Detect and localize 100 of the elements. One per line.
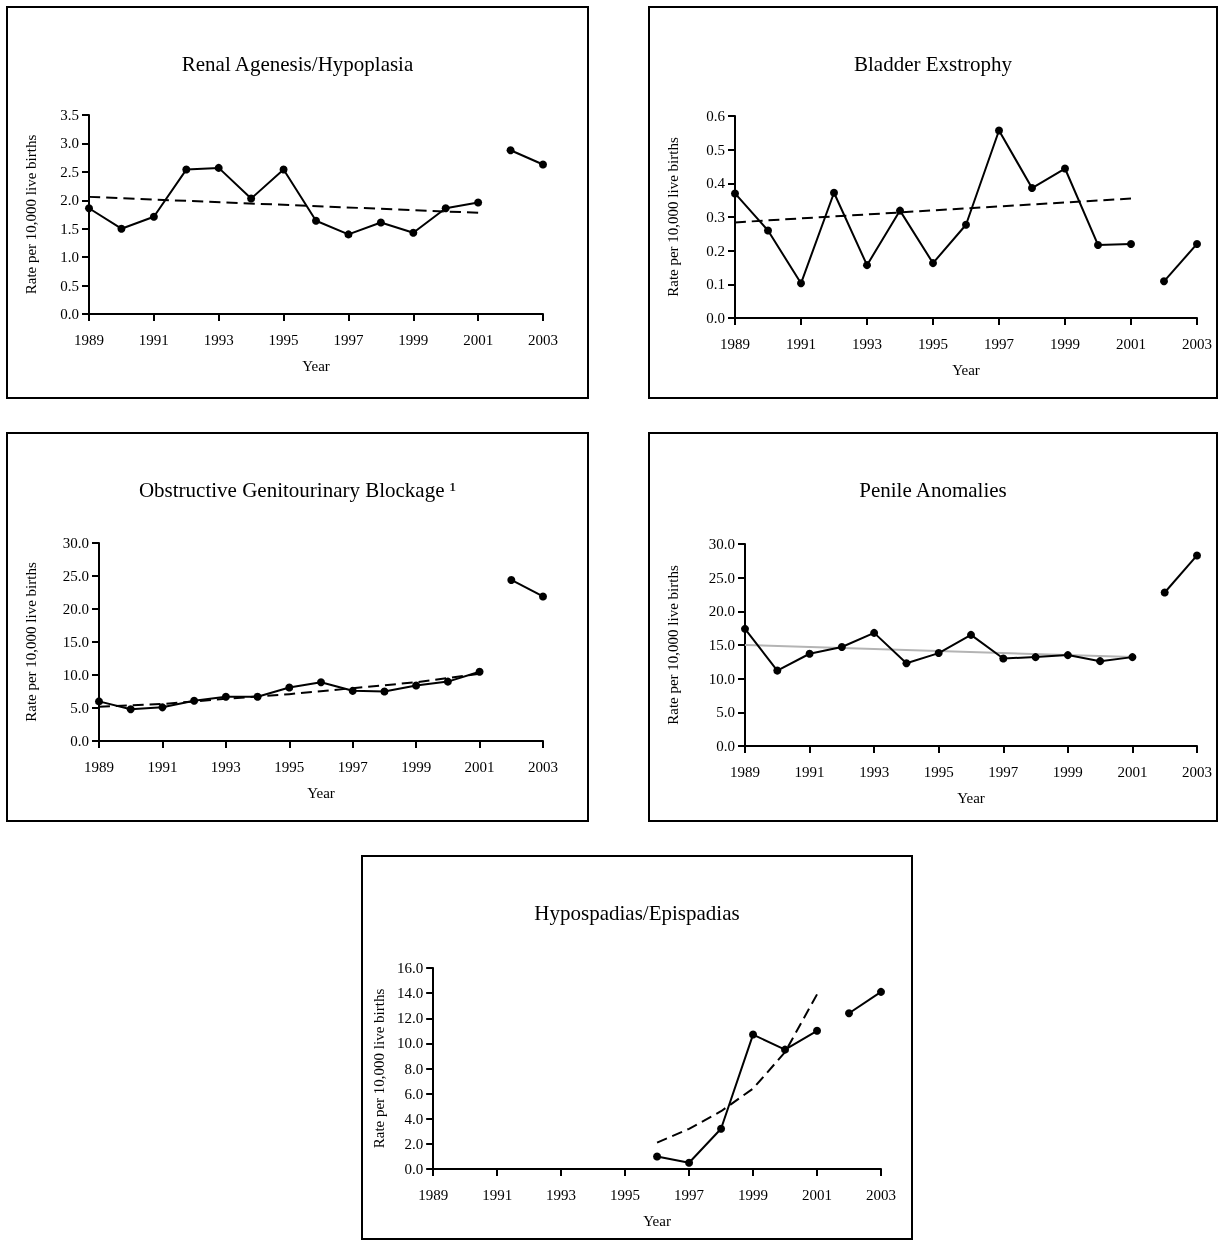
point (962, 220, 970, 229)
x-tick-label: 1999 (398, 331, 429, 348)
x-tick-label: 1997 (333, 331, 364, 348)
y-tick-label: 25.0 (708, 569, 735, 586)
point (764, 226, 772, 235)
x-axis-title: Year (643, 1212, 671, 1229)
y-tick-label: 12.0 (396, 1010, 424, 1027)
y-tick-label: 8.0 (404, 1060, 424, 1077)
x-axis-title: Year (307, 784, 335, 801)
point (896, 206, 904, 215)
y-tick-label: 5.0 (70, 700, 89, 716)
y-tick-label: 0.0 (60, 306, 79, 322)
x-tick-label: 1993 (852, 335, 882, 352)
y-tick-label: 20.0 (62, 601, 89, 617)
x-tick-label: 1995 (923, 763, 954, 780)
x-tick-label: 2001 (1117, 763, 1148, 780)
point (813, 1026, 822, 1035)
point (845, 1009, 854, 1018)
y-tick-label: 14.0 (396, 985, 424, 1002)
y-axis-title: Rate per 10,000 live births (22, 562, 39, 722)
x-tick-label: 1999 (1050, 335, 1080, 352)
chart-title: Renal Agenesis/Hypoplasia (181, 51, 414, 76)
x-tick-label: 1993 (210, 758, 241, 775)
x-axis-title: Year (952, 361, 980, 378)
y-axis-title: Rate per 10,000 live births (22, 134, 39, 295)
point (1063, 651, 1072, 660)
point (85, 204, 93, 213)
point (182, 165, 191, 174)
point (837, 643, 846, 652)
chart-title: Obstructive Genitourinary Blockage ¹ (138, 477, 457, 502)
point (877, 987, 885, 996)
x-tick-label: 2003 (866, 1186, 896, 1203)
point (1061, 164, 1069, 173)
x-tick-label: 1991 (794, 763, 825, 780)
point (376, 218, 385, 227)
y-tick-label: 0.5 (60, 277, 79, 294)
point (247, 194, 256, 203)
y-tick-label: 3.0 (60, 135, 79, 152)
point (805, 649, 814, 658)
point (474, 198, 483, 207)
y-tick-label: 10.0 (396, 1035, 424, 1052)
x-tick-label: 1995 (918, 335, 948, 352)
x-axis-title: Year (302, 357, 330, 374)
point (348, 686, 357, 695)
x-tick-label: 1991 (786, 335, 816, 352)
y-tick-label: 25.0 (62, 568, 89, 584)
point (717, 1124, 726, 1133)
point (863, 261, 871, 270)
point (507, 575, 516, 584)
x-tick-label: 1999 (1052, 763, 1083, 780)
x-tick-label: 1993 (546, 1186, 577, 1203)
x-tick-label: 1991 (138, 331, 169, 348)
point (409, 228, 418, 237)
point (344, 230, 353, 239)
point (412, 681, 421, 690)
y-tick-label: 5.0 (716, 704, 735, 721)
point (214, 163, 223, 172)
chart-title: Hypospadias/Epispadias (534, 900, 740, 925)
x-tick-label: 1997 (674, 1186, 705, 1203)
y-tick-label: 30.0 (708, 536, 735, 552)
point (797, 279, 805, 288)
point (870, 628, 879, 637)
y-tick-label: 0.6 (706, 108, 726, 124)
y-tick-label: 3.5 (60, 107, 79, 123)
x-tick-label: 1997 (984, 335, 1015, 352)
point (285, 683, 294, 692)
point (158, 703, 167, 712)
x-tick-label: 2003 (1182, 763, 1212, 780)
y-tick-label: 10.0 (708, 670, 735, 687)
y-tick-label: 0.0 (404, 1161, 424, 1177)
point (506, 146, 515, 155)
point (95, 697, 103, 706)
y-tick-label: 0.1 (706, 276, 725, 293)
point (731, 189, 739, 198)
y-tick-label: 10.0 (62, 667, 89, 683)
y-tick-label: 20.0 (708, 603, 735, 620)
point (1096, 657, 1105, 666)
point (149, 212, 158, 221)
x-tick-label: 1993 (203, 331, 234, 348)
y-tick-label: 1.5 (60, 220, 79, 237)
point (1028, 184, 1036, 193)
x-tick-label: 2003 (528, 331, 558, 348)
y-tick-label: 0.3 (706, 209, 725, 225)
point (126, 705, 135, 714)
y-tick-label: 0.5 (706, 141, 725, 158)
x-axis-title: Year (957, 789, 985, 806)
y-tick-label: 4.0 (404, 1110, 424, 1127)
x-tick-label: 1989 (84, 758, 114, 775)
y-tick-label: 0.0 (70, 733, 89, 749)
point (773, 666, 782, 675)
point (967, 630, 975, 639)
point (781, 1045, 790, 1054)
point (1031, 653, 1040, 662)
y-tick-label: 2.5 (60, 163, 79, 180)
x-tick-label: 1995 (610, 1186, 641, 1203)
y-tick-label: 0.0 (706, 310, 725, 326)
point (380, 687, 389, 696)
point (1127, 239, 1135, 248)
point (902, 659, 911, 668)
point (475, 667, 484, 676)
